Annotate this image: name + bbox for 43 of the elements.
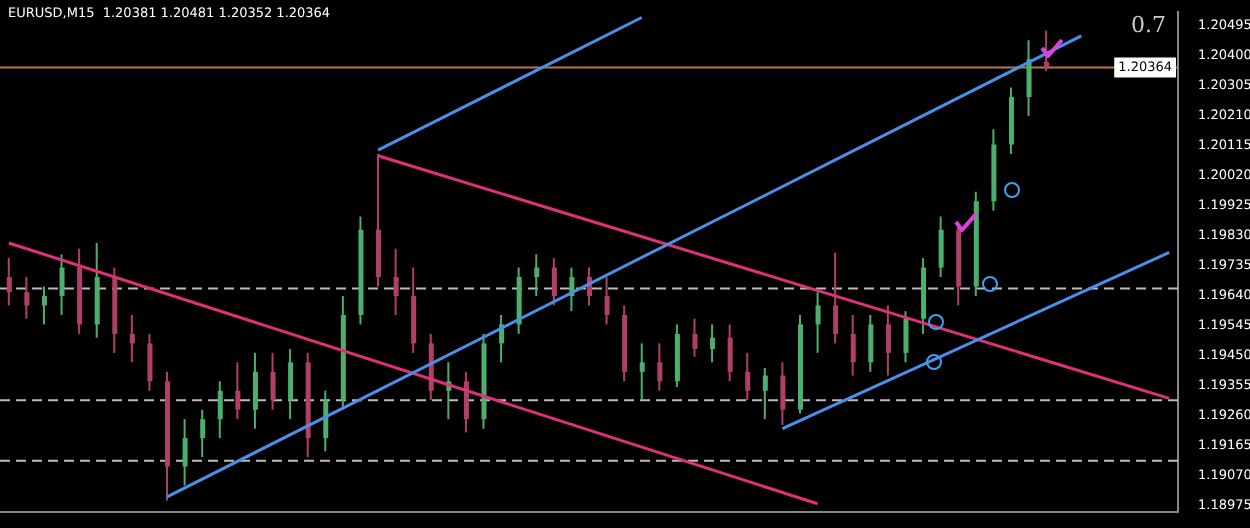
candlestick [868, 313, 874, 373]
candlestick [1044, 29, 1050, 73]
candlestick [200, 408, 206, 459]
annotation: 0.7 [1131, 11, 1166, 38]
candlestick [411, 266, 417, 354]
candlestick [745, 351, 751, 402]
candlestick [710, 323, 716, 364]
candlestick [6, 257, 12, 307]
candlestick [692, 317, 698, 358]
candlestick [639, 342, 645, 402]
candlestick [1008, 86, 1014, 155]
candlestick [516, 266, 522, 335]
candlestick [376, 152, 382, 288]
candlestick [780, 361, 786, 426]
candlestick [252, 351, 258, 430]
candlestick [94, 241, 100, 339]
candlestick [1026, 39, 1032, 118]
candlestick [727, 323, 733, 383]
candlestick [850, 313, 856, 377]
candlestick [657, 342, 663, 392]
candlestick [323, 389, 329, 453]
candlestick [147, 332, 153, 392]
candlestick [463, 370, 469, 434]
candlestick [217, 380, 223, 440]
candlestick [288, 348, 294, 421]
candlestick [270, 351, 276, 411]
candlestick [938, 215, 944, 279]
candlestick [24, 276, 30, 320]
candlestick [885, 304, 891, 377]
candlestick [815, 291, 821, 354]
candlestick [604, 276, 610, 326]
candlestick [182, 418, 188, 487]
candlestick [762, 367, 768, 421]
candlestick [674, 323, 680, 388]
candlestick [903, 310, 909, 364]
candlestick [551, 257, 557, 307]
candlestick [129, 313, 135, 364]
candlestick [235, 361, 241, 421]
candlestick [534, 253, 540, 298]
candlestick [833, 251, 839, 345]
candlestick [41, 285, 47, 326]
candlestick [393, 247, 399, 316]
candlestick [59, 253, 65, 316]
